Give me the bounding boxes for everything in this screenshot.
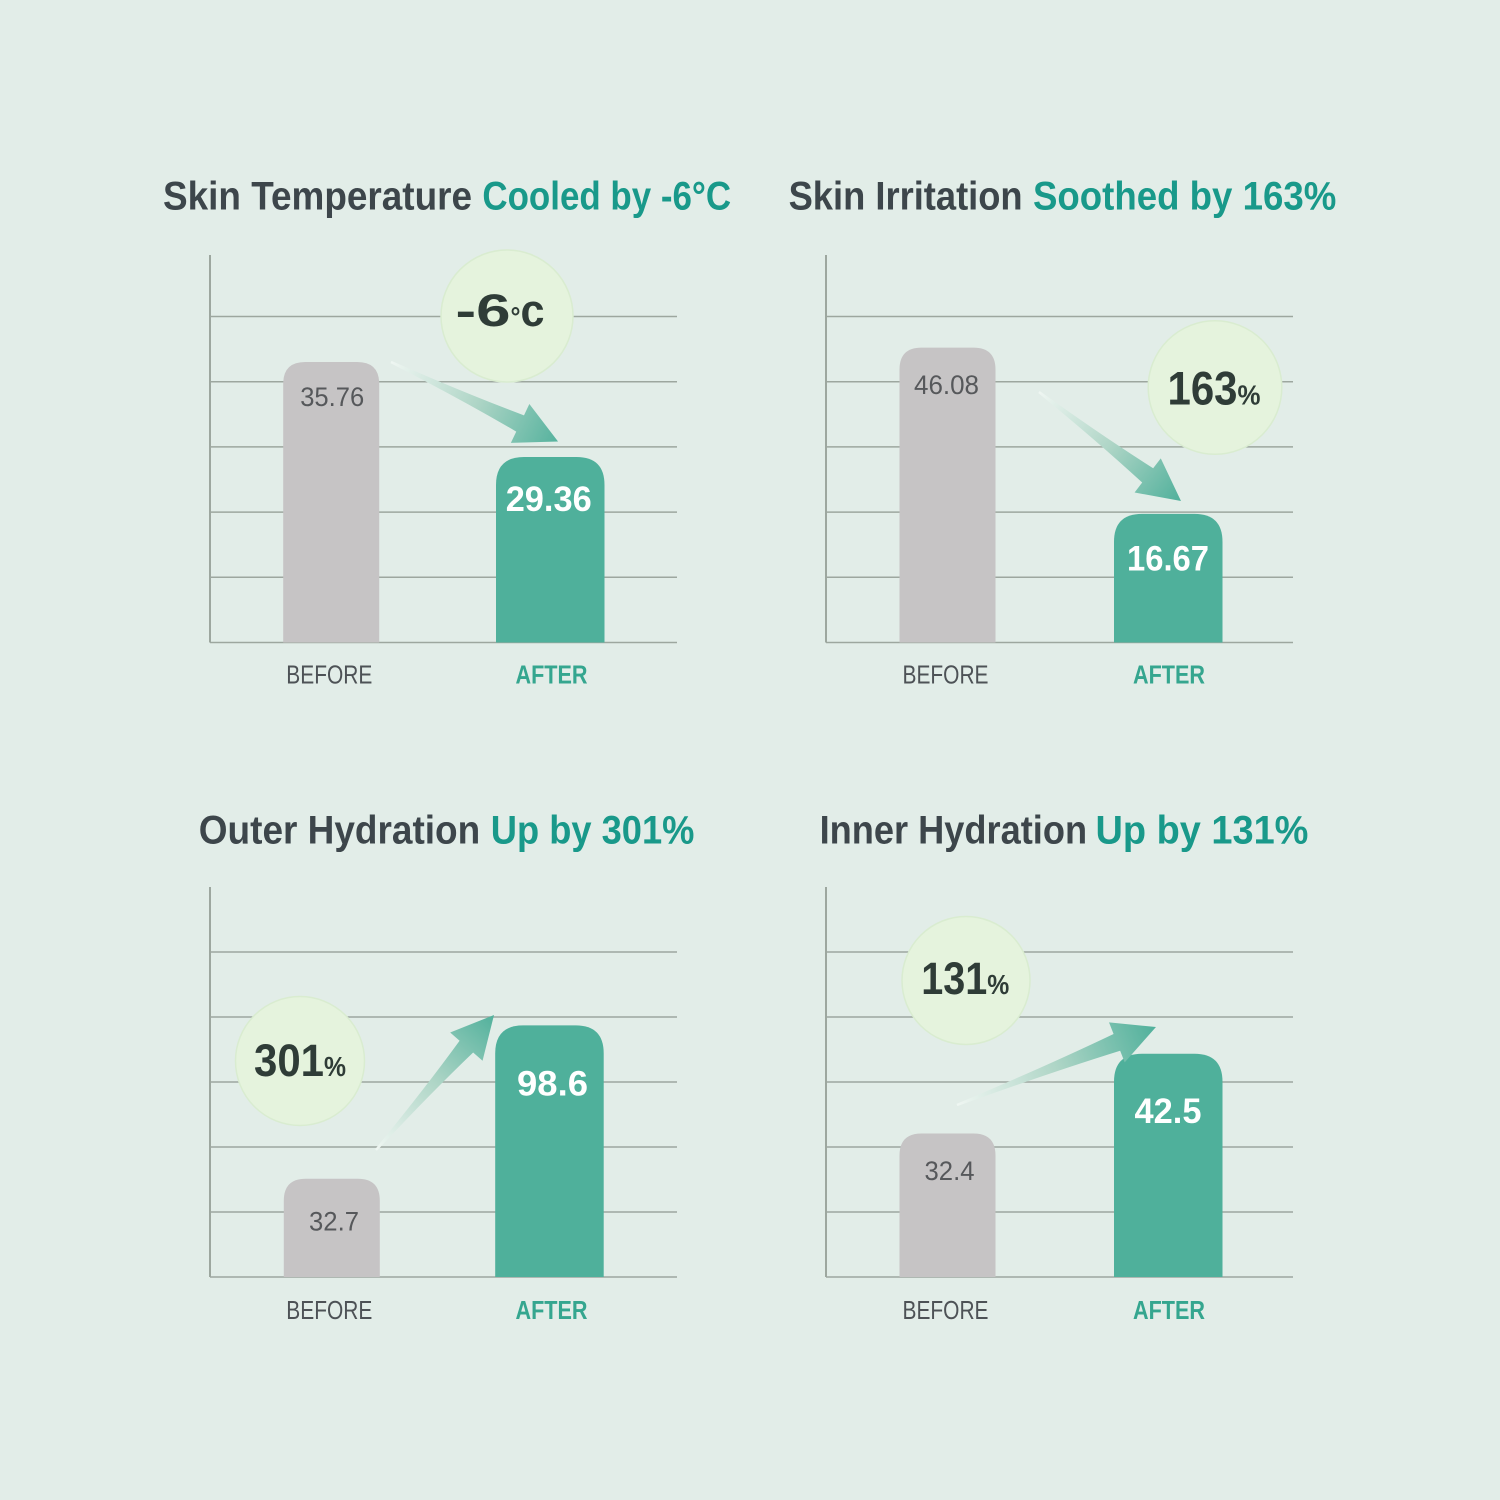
svg-text:29.36: 29.36: [506, 480, 592, 519]
svg-text:%: %: [1238, 379, 1261, 410]
svg-text:Cooled by -6°C: Cooled by -6°C: [482, 175, 731, 219]
svg-text:AFTER: AFTER: [516, 661, 588, 689]
svg-text:AFTER: AFTER: [1133, 661, 1205, 689]
svg-text:AFTER: AFTER: [516, 1297, 588, 1325]
svg-text:301: 301: [254, 1035, 324, 1086]
svg-text:Outer Hydration: Outer Hydration: [199, 809, 480, 853]
svg-text:32.7: 32.7: [309, 1207, 359, 1237]
svg-text:BEFORE: BEFORE: [903, 1297, 989, 1325]
svg-text:35.76: 35.76: [300, 382, 364, 412]
svg-text:Skin Temperature: Skin Temperature: [163, 175, 472, 219]
svg-text:°: °: [511, 302, 521, 332]
svg-text:131: 131: [921, 953, 987, 1004]
svg-text:-6: -6: [456, 285, 511, 336]
svg-text:98.6: 98.6: [517, 1065, 588, 1104]
svg-text:Inner Hydration: Inner Hydration: [820, 809, 1088, 853]
svg-text:BEFORE: BEFORE: [286, 1297, 372, 1325]
svg-text:BEFORE: BEFORE: [286, 661, 372, 689]
svg-text:163: 163: [1168, 361, 1238, 414]
svg-text:c: c: [521, 285, 545, 336]
svg-text:BEFORE: BEFORE: [903, 661, 989, 689]
svg-text:16.67: 16.67: [1127, 540, 1209, 579]
svg-text:Soothed by 163%: Soothed by 163%: [1033, 175, 1336, 219]
svg-text:Skin Irritation: Skin Irritation: [789, 175, 1023, 219]
svg-text:%: %: [324, 1051, 346, 1082]
svg-text:32.4: 32.4: [925, 1156, 975, 1186]
svg-text:Up by 301%: Up by 301%: [491, 809, 695, 853]
svg-text:46.08: 46.08: [914, 370, 979, 400]
svg-text:%: %: [987, 969, 1009, 1000]
svg-text:42.5: 42.5: [1135, 1092, 1202, 1131]
svg-text:AFTER: AFTER: [1133, 1297, 1205, 1325]
svg-text:Up by 131%: Up by 131%: [1096, 809, 1309, 853]
